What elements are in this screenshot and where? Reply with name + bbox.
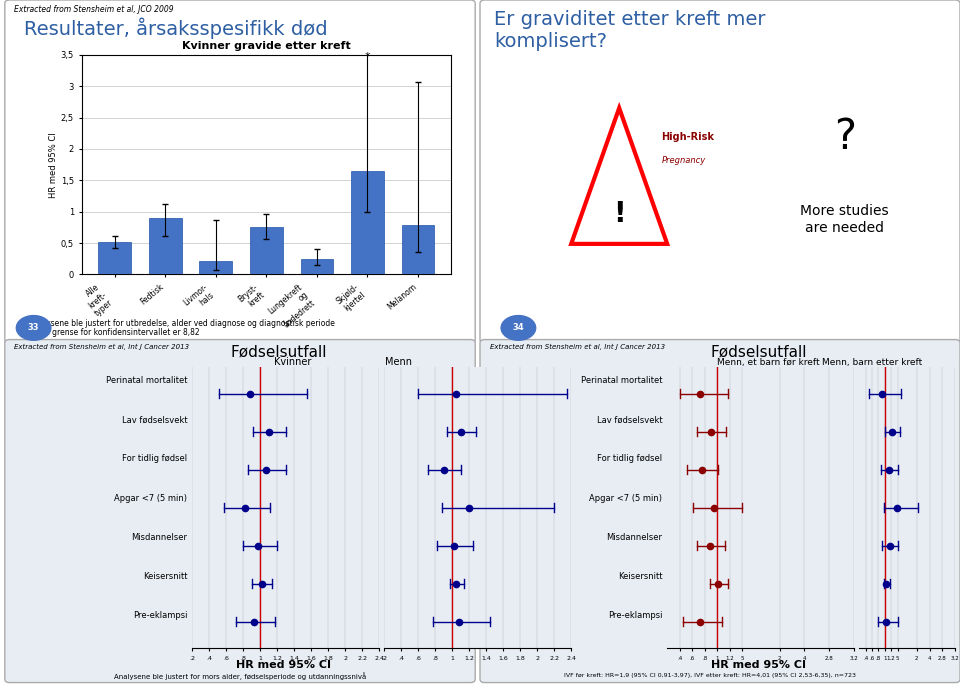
Bar [351, 171, 384, 274]
Title: Kvinner gravide etter kreft: Kvinner gravide etter kreft [182, 41, 350, 51]
Bar [99, 241, 132, 274]
Text: *øvre grense for konfidensintervallet er 8,82: *øvre grense for konfidensintervallet er… [29, 328, 200, 337]
Text: Resultater, årsaksspesifikk død: Resultater, årsaksspesifikk død [24, 17, 327, 38]
Text: Misdannelser: Misdannelser [132, 532, 187, 542]
Text: Pre-eklampsi: Pre-eklampsi [132, 611, 187, 620]
Text: Er graviditet etter kreft mer
komplisert?: Er graviditet etter kreft mer komplisert… [494, 10, 766, 51]
Text: Lav fødselsvekt: Lav fødselsvekt [122, 415, 187, 425]
Bar [401, 226, 434, 274]
Text: Analysene ble justert for mors alder, fødselsperiode og utdanningssnivå: Analysene ble justert for mors alder, fø… [114, 672, 366, 680]
Text: IVF før kreft: HR=1,9 (95% CI 0,91-3,97), IVF etter kreft: HR=4,01 (95% CI 2,53-: IVF før kreft: HR=1,9 (95% CI 0,91-3,97)… [564, 673, 856, 678]
Text: Apgar <7 (5 min): Apgar <7 (5 min) [114, 493, 187, 503]
Polygon shape [571, 108, 667, 244]
Text: Perinatal mortalitet: Perinatal mortalitet [106, 376, 187, 386]
Text: More studies
are needed: More studies are needed [801, 204, 889, 235]
Text: *: * [365, 52, 371, 62]
Text: HR med 95% CI: HR med 95% CI [711, 661, 805, 670]
Text: For tidlig fødsel: For tidlig fødsel [597, 454, 662, 464]
Bar [149, 218, 181, 274]
Text: Extracted from Stensheim et al, Int J Cancer 2013: Extracted from Stensheim et al, Int J Ca… [14, 344, 189, 351]
Text: Extracted from Stensheim et al, Int J Cancer 2013: Extracted from Stensheim et al, Int J Ca… [490, 344, 664, 351]
Text: High-Risk: High-Risk [661, 132, 714, 143]
Bar [300, 259, 333, 274]
Bar [200, 261, 232, 274]
Text: Perinatal mortalitet: Perinatal mortalitet [581, 376, 662, 386]
Text: For tidlig fødsel: For tidlig fødsel [122, 454, 187, 464]
Y-axis label: HR med 95% CI: HR med 95% CI [49, 132, 58, 198]
Text: 34: 34 [513, 323, 524, 333]
Text: 33: 33 [28, 323, 39, 333]
Text: HR med 95% CI: HR med 95% CI [236, 661, 330, 670]
Text: Menn, barn etter kreft: Menn, barn etter kreft [822, 357, 922, 367]
Text: ?: ? [834, 116, 855, 158]
Text: Menn, et barn før kreft: Menn, et barn før kreft [717, 357, 819, 367]
Text: Kvinner: Kvinner [275, 357, 311, 367]
Text: Extracted from Stensheim et al, JCO 2009: Extracted from Stensheim et al, JCO 2009 [14, 5, 174, 14]
Text: Misdannelser: Misdannelser [607, 532, 662, 542]
Text: Fødselsutfall: Fødselsutfall [230, 344, 326, 359]
Text: Pre-eklampsi: Pre-eklampsi [608, 611, 662, 620]
Text: Keisersnitt: Keisersnitt [143, 571, 187, 581]
Text: Keisersnitt: Keisersnitt [618, 571, 662, 581]
Text: Menn: Menn [385, 357, 412, 367]
Text: Fødselsutfall: Fødselsutfall [710, 344, 806, 359]
Text: Analysene ble justert for utbredelse, alder ved diagnose og diagnostisk periode: Analysene ble justert for utbredelse, al… [29, 319, 335, 328]
Text: Pregnancy: Pregnancy [661, 156, 706, 165]
Text: Apgar <7 (5 min): Apgar <7 (5 min) [589, 493, 662, 503]
Text: Lav fødselsvekt: Lav fødselsvekt [597, 415, 662, 425]
Text: !: ! [612, 200, 626, 228]
Bar [250, 227, 283, 274]
